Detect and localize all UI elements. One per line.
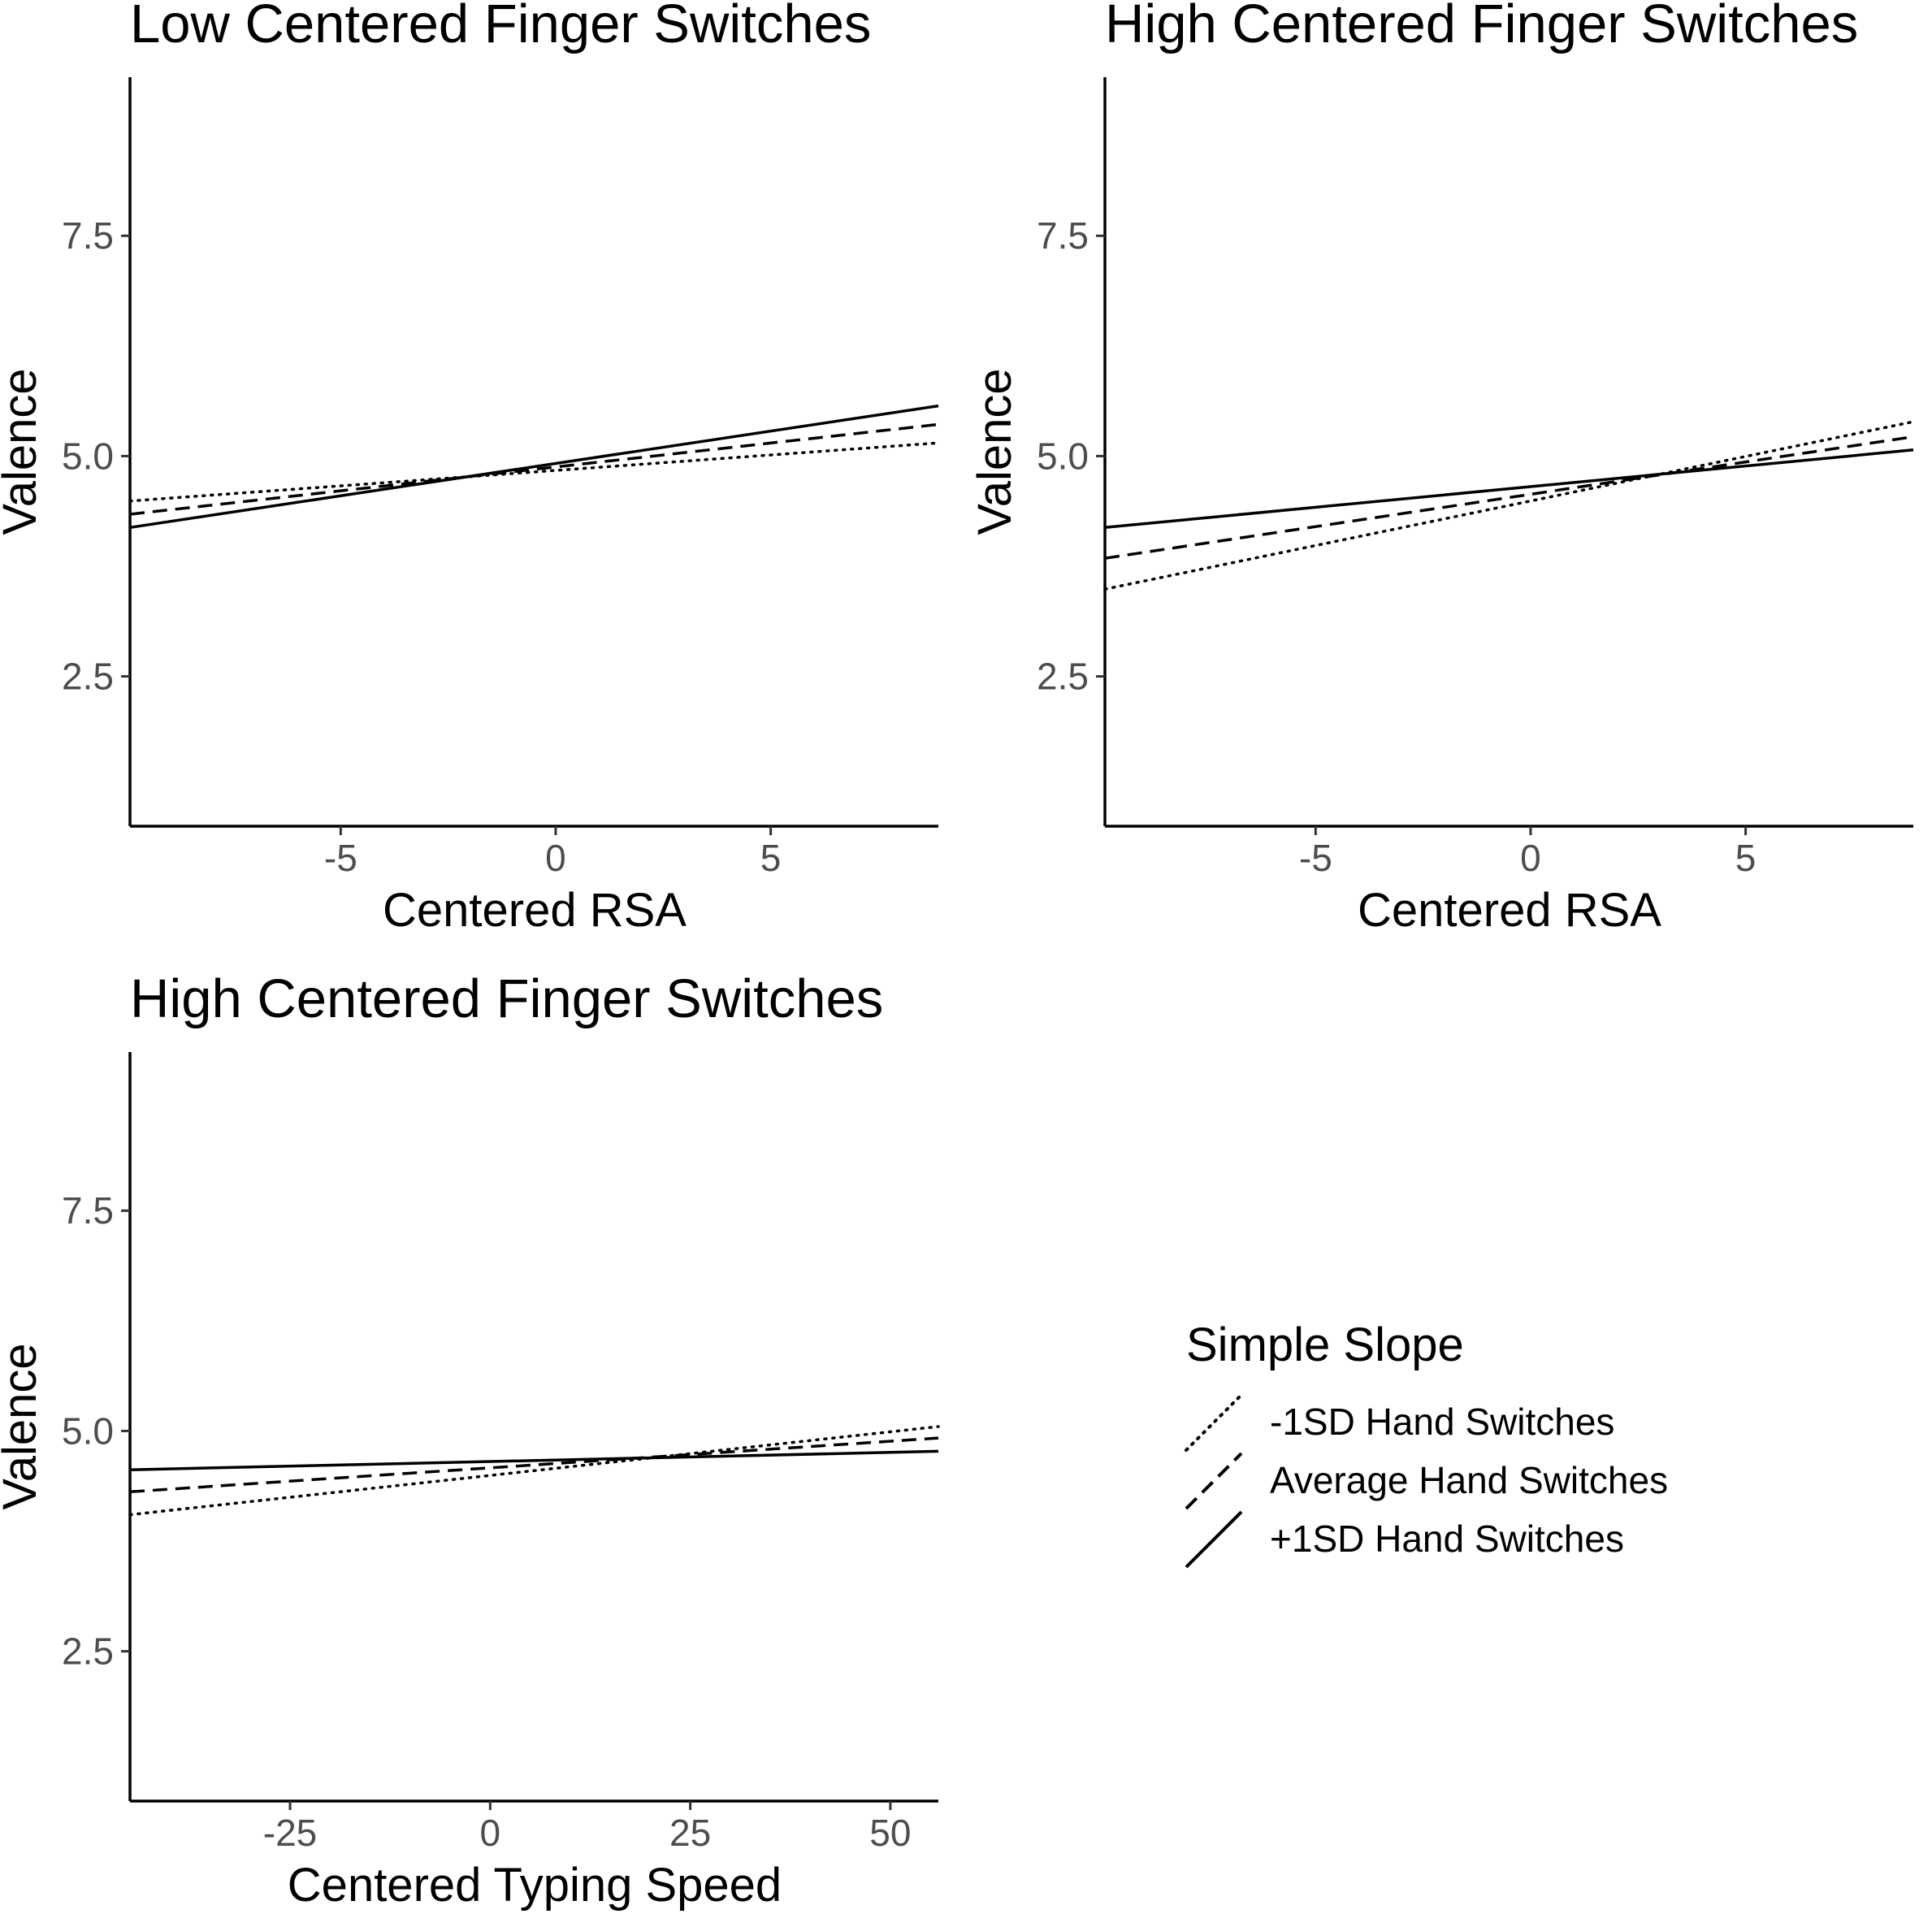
x-tick-label: 5 (1735, 837, 1757, 879)
y-tick-label: 5.0 (62, 1410, 114, 1452)
panel-title: Low Centered Finger Switches (130, 0, 871, 54)
legend-label: Average Hand Switches (1270, 1459, 1668, 1501)
series-line-dashed (1104, 435, 1914, 560)
x-tick-label: -25 (263, 1812, 317, 1854)
x-tick-label: -5 (324, 837, 357, 879)
x-axis-label: Centered RSA (1358, 884, 1661, 937)
series-line-solid (129, 1449, 939, 1471)
legend-item-solid: +1SD Hand Switches (1185, 1510, 1624, 1569)
legend-label: +1SD Hand Switches (1270, 1518, 1624, 1560)
legend: Simple Slope -1SD Hand Switches Average … (1185, 1319, 1668, 1569)
y-tick-label: 2.5 (1037, 656, 1089, 698)
series-line-dotted (128, 441, 940, 503)
x-tick-label: 5 (760, 837, 782, 879)
x-tick-label: 0 (1520, 837, 1541, 879)
panel-low-finger-rsa: Low Centered Finger Switches Centered RS… (0, 0, 940, 937)
y-tick-label: 7.5 (62, 1189, 114, 1232)
series-line-solid (129, 404, 939, 530)
series-line-dotted (128, 1425, 940, 1517)
y-tick-label: 7.5 (1037, 214, 1089, 257)
y-axis-label: Valence (968, 368, 1021, 535)
panel-title: High Centered Finger Switches (1105, 0, 1858, 54)
x-tick-label: 50 (869, 1812, 911, 1854)
legend-key-solid (1185, 1510, 1243, 1569)
y-tick-label: 7.5 (62, 214, 114, 257)
panel-title: High Centered Finger Switches (130, 968, 883, 1029)
y-tick-label: 5.0 (1037, 435, 1089, 477)
legend-item-dotted: -1SD Hand Switches (1185, 1393, 1614, 1452)
x-tick-label: 0 (480, 1812, 501, 1854)
panel-high-finger-typing: High Centered Finger Switches Centered T… (0, 968, 940, 1912)
x-tick-label: 0 (545, 837, 566, 879)
legend-item-dashed: Average Hand Switches (1185, 1452, 1668, 1510)
y-tick-label: 2.5 (62, 1630, 114, 1673)
series-line-dashed (129, 422, 939, 516)
y-tick-label: 2.5 (62, 656, 114, 698)
series-line-solid (1104, 448, 1914, 530)
x-tick-label: -5 (1299, 837, 1332, 879)
legend-key-dotted (1185, 1393, 1243, 1452)
y-axis-label: Valence (0, 368, 46, 535)
x-axis-label: Centered Typing Speed (288, 1859, 782, 1912)
legend-title: Simple Slope (1186, 1319, 1464, 1371)
series-line-dotted (1103, 420, 1915, 591)
y-tick-label: 5.0 (62, 435, 114, 477)
series-line-dashed (129, 1436, 939, 1494)
y-axis-label: Valence (0, 1343, 46, 1509)
x-tick-label: 25 (669, 1812, 711, 1854)
legend-label: -1SD Hand Switches (1270, 1401, 1614, 1443)
panel-high-finger-rsa: High Centered Finger Switches Centered R… (968, 0, 1915, 937)
x-axis-label: Centered RSA (383, 884, 687, 937)
legend-key-dashed (1185, 1452, 1243, 1510)
